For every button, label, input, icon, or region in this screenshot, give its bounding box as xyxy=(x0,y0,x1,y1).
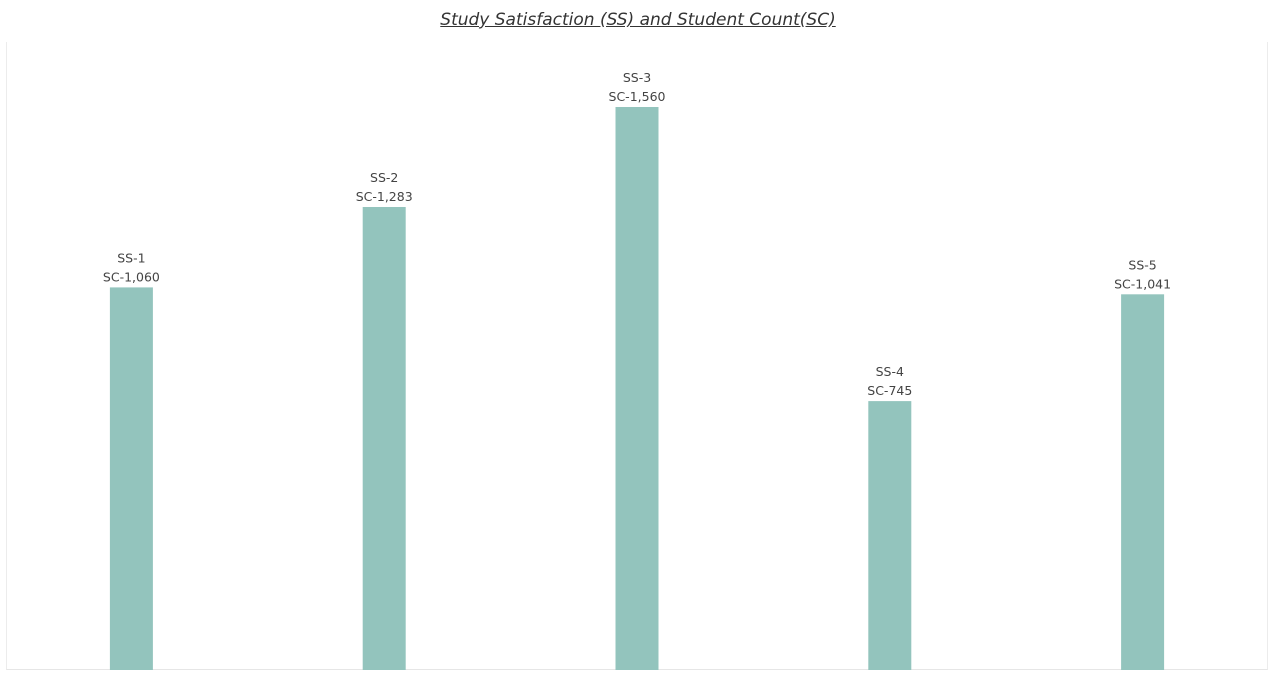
bar-group-ss-2: SS-2 SC-1,283 xyxy=(356,170,413,670)
bar-label-category: SS-2 xyxy=(370,170,398,185)
bar-ss-1[interactable] xyxy=(109,287,153,670)
bar-label-count: SC-1,283 xyxy=(356,189,413,204)
bar-ss-2[interactable] xyxy=(362,207,406,670)
bar-label-category: SS-5 xyxy=(1128,257,1156,272)
bar-label-count: SC-1,041 xyxy=(1114,276,1171,291)
bar-label-count: SC-1,060 xyxy=(103,269,160,284)
bar-group-ss-4: SS-4 SC-745 xyxy=(867,364,912,670)
bar-label-count: SC-745 xyxy=(867,383,912,398)
bar-label-category: SS-4 xyxy=(876,364,904,379)
chart-title: Study Satisfaction (SS) and Student Coun… xyxy=(440,10,836,30)
bar-group-ss-1: SS-1 SC-1,060 xyxy=(103,250,160,670)
bar-group-ss-3: SS-3 SC-1,560 xyxy=(609,70,666,670)
bar-label-category: SS-1 xyxy=(117,250,145,265)
bar-label-category: SS-3 xyxy=(623,70,651,85)
bar-ss-5[interactable] xyxy=(1121,294,1165,670)
bar-label-count: SC-1,560 xyxy=(609,89,666,104)
bar-ss-4[interactable] xyxy=(868,401,912,670)
bar-group-ss-5: SS-5 SC-1,041 xyxy=(1114,257,1171,670)
bar-ss-3[interactable] xyxy=(615,107,659,670)
